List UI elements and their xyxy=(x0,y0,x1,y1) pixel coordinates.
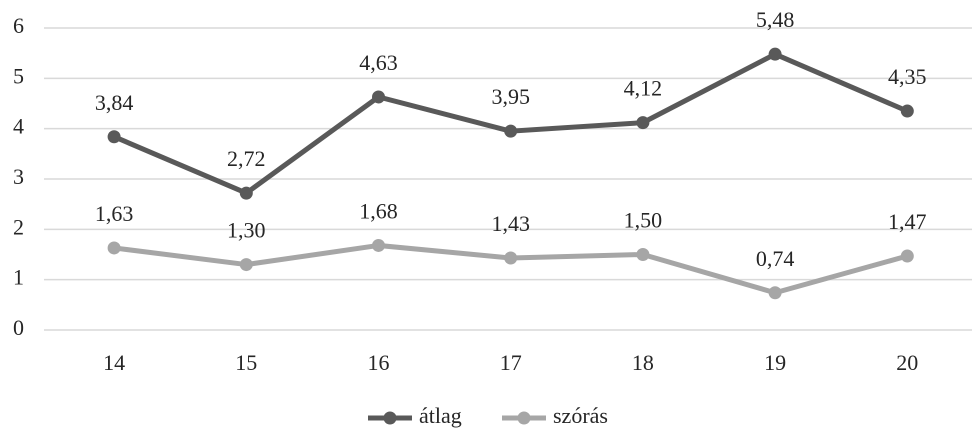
x-tick-label: 19 xyxy=(764,350,786,375)
point xyxy=(768,47,782,61)
series-line xyxy=(113,51,909,196)
data-label: 3,95 xyxy=(491,84,530,109)
point xyxy=(372,238,385,252)
data-label: 1,68 xyxy=(359,198,398,223)
data-label: 1,30 xyxy=(227,218,266,243)
y-tick-label: 1 xyxy=(13,265,24,290)
y-tick-label: 2 xyxy=(13,214,24,239)
point xyxy=(900,249,914,263)
x-tick-label: 18 xyxy=(632,350,654,375)
data-label: 2,72 xyxy=(227,146,266,171)
point xyxy=(768,286,782,300)
y-tick-label: 6 xyxy=(13,13,24,38)
point xyxy=(239,258,253,272)
legend-marker xyxy=(517,411,531,425)
point xyxy=(636,116,650,130)
x-tick-label: 20 xyxy=(896,350,918,375)
data-label: 5,48 xyxy=(756,7,795,32)
data-label: 1,63 xyxy=(95,201,134,226)
x-tick-label: 14 xyxy=(103,350,125,375)
x-tick-label: 16 xyxy=(368,350,390,375)
legend-label: szórás xyxy=(553,403,608,428)
y-tick-label: 5 xyxy=(13,63,24,88)
legend-marker xyxy=(383,411,397,425)
y-tick-label: 3 xyxy=(13,164,24,189)
point xyxy=(107,130,121,144)
point xyxy=(239,186,253,200)
point xyxy=(372,90,385,104)
data-label: 4,12 xyxy=(624,76,663,101)
point xyxy=(107,241,121,255)
point xyxy=(504,251,518,265)
y-tick-label: 4 xyxy=(13,114,24,139)
data-label: 1,43 xyxy=(491,211,530,236)
data-label: 3,84 xyxy=(95,90,134,115)
x-tick-label: 15 xyxy=(235,350,257,375)
point xyxy=(900,104,914,118)
data-label: 1,50 xyxy=(624,208,663,233)
legend-label: átlag xyxy=(419,403,462,428)
y-tick-label: 0 xyxy=(13,315,24,340)
point xyxy=(636,248,650,261)
data-label: 4,63 xyxy=(359,50,398,75)
data-label: 0,74 xyxy=(756,246,795,271)
x-tick-label: 17 xyxy=(500,350,522,375)
data-label: 4,35 xyxy=(888,64,927,89)
data-label: 1,47 xyxy=(888,209,927,234)
point xyxy=(504,124,518,138)
